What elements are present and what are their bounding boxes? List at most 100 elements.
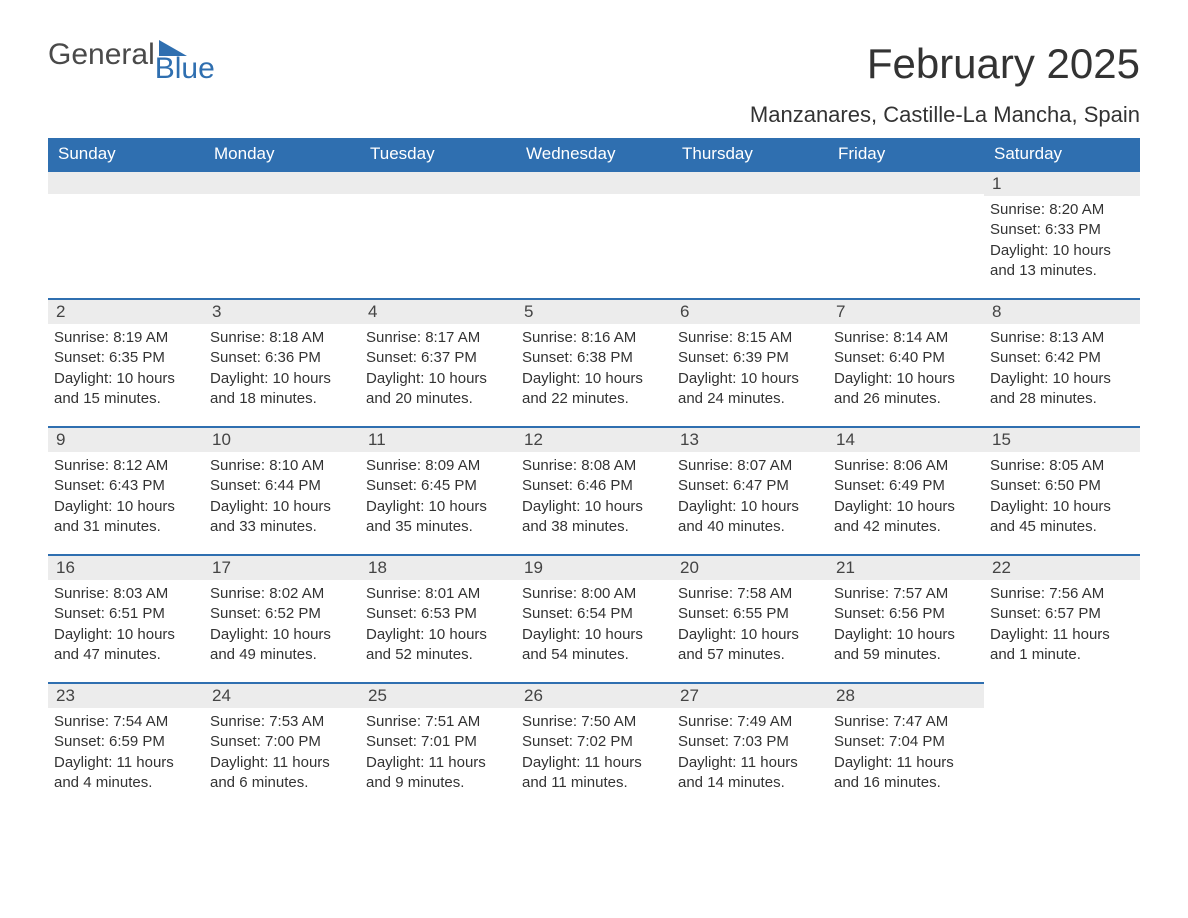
day-daylight: Daylight: 10 hours and 22 minutes. <box>522 369 664 410</box>
day-body: Sunrise: 8:16 AMSunset: 6:38 PMDaylight:… <box>516 324 672 409</box>
calendar-day: 13Sunrise: 8:07 AMSunset: 6:47 PMDayligh… <box>672 426 828 554</box>
calendar-day: 19Sunrise: 8:00 AMSunset: 6:54 PMDayligh… <box>516 554 672 682</box>
weekday-header: Monday <box>204 138 360 170</box>
location-subtitle: Manzanares, Castille-La Mancha, Spain <box>750 102 1140 128</box>
title-block: February 2025 Manzanares, Castille-La Ma… <box>750 40 1140 128</box>
calendar-day: 24Sunrise: 7:53 AMSunset: 7:00 PMDayligh… <box>204 682 360 810</box>
calendar-day: 23Sunrise: 7:54 AMSunset: 6:59 PMDayligh… <box>48 682 204 810</box>
day-body: Sunrise: 7:54 AMSunset: 6:59 PMDaylight:… <box>48 708 204 793</box>
day-daylight: Daylight: 11 hours and 9 minutes. <box>366 753 508 794</box>
day-body: Sunrise: 8:05 AMSunset: 6:50 PMDaylight:… <box>984 452 1140 537</box>
day-number-row: 19 <box>516 554 672 580</box>
day-daylight: Daylight: 10 hours and 59 minutes. <box>834 625 976 666</box>
day-body: Sunrise: 8:12 AMSunset: 6:43 PMDaylight:… <box>48 452 204 537</box>
day-body: Sunrise: 8:19 AMSunset: 6:35 PMDaylight:… <box>48 324 204 409</box>
day-sunset: Sunset: 6:47 PM <box>678 476 820 496</box>
day-number-row <box>828 170 984 194</box>
day-body: Sunrise: 8:10 AMSunset: 6:44 PMDaylight:… <box>204 452 360 537</box>
day-sunrise: Sunrise: 8:08 AM <box>522 456 664 476</box>
weekday-header: Tuesday <box>360 138 516 170</box>
calendar-day: 20Sunrise: 7:58 AMSunset: 6:55 PMDayligh… <box>672 554 828 682</box>
day-daylight: Daylight: 10 hours and 49 minutes. <box>210 625 352 666</box>
day-body: Sunrise: 7:57 AMSunset: 6:56 PMDaylight:… <box>828 580 984 665</box>
day-number-row: 5 <box>516 298 672 324</box>
day-number-row: 2 <box>48 298 204 324</box>
calendar-day-empty <box>828 170 984 298</box>
day-daylight: Daylight: 11 hours and 16 minutes. <box>834 753 976 794</box>
day-daylight: Daylight: 11 hours and 6 minutes. <box>210 753 352 794</box>
day-number-row: 9 <box>48 426 204 452</box>
day-body: Sunrise: 7:49 AMSunset: 7:03 PMDaylight:… <box>672 708 828 793</box>
calendar-day: 27Sunrise: 7:49 AMSunset: 7:03 PMDayligh… <box>672 682 828 810</box>
day-sunrise: Sunrise: 7:47 AM <box>834 712 976 732</box>
day-daylight: Daylight: 10 hours and 20 minutes. <box>366 369 508 410</box>
day-number-row: 11 <box>360 426 516 452</box>
day-number-row: 20 <box>672 554 828 580</box>
day-sunrise: Sunrise: 7:51 AM <box>366 712 508 732</box>
day-number-row: 3 <box>204 298 360 324</box>
day-sunrise: Sunrise: 8:00 AM <box>522 584 664 604</box>
logo-word-blue: Blue <box>155 52 215 86</box>
day-daylight: Daylight: 11 hours and 14 minutes. <box>678 753 820 794</box>
calendar-day: 3Sunrise: 8:18 AMSunset: 6:36 PMDaylight… <box>204 298 360 426</box>
day-sunset: Sunset: 7:00 PM <box>210 732 352 752</box>
day-body: Sunrise: 8:14 AMSunset: 6:40 PMDaylight:… <box>828 324 984 409</box>
calendar-week: 9Sunrise: 8:12 AMSunset: 6:43 PMDaylight… <box>48 426 1140 554</box>
calendar-week: 2Sunrise: 8:19 AMSunset: 6:35 PMDaylight… <box>48 298 1140 426</box>
day-sunrise: Sunrise: 8:01 AM <box>366 584 508 604</box>
day-sunset: Sunset: 6:42 PM <box>990 348 1132 368</box>
calendar-head: SundayMondayTuesdayWednesdayThursdayFrid… <box>48 138 1140 170</box>
day-sunset: Sunset: 6:44 PM <box>210 476 352 496</box>
calendar-day: 5Sunrise: 8:16 AMSunset: 6:38 PMDaylight… <box>516 298 672 426</box>
weekday-header: Sunday <box>48 138 204 170</box>
weekday-header: Saturday <box>984 138 1140 170</box>
day-number-row <box>672 170 828 194</box>
day-sunrise: Sunrise: 8:17 AM <box>366 328 508 348</box>
day-daylight: Daylight: 10 hours and 28 minutes. <box>990 369 1132 410</box>
day-body: Sunrise: 7:58 AMSunset: 6:55 PMDaylight:… <box>672 580 828 665</box>
day-body: Sunrise: 8:18 AMSunset: 6:36 PMDaylight:… <box>204 324 360 409</box>
day-sunrise: Sunrise: 8:13 AM <box>990 328 1132 348</box>
day-number-row: 26 <box>516 682 672 708</box>
calendar-day: 26Sunrise: 7:50 AMSunset: 7:02 PMDayligh… <box>516 682 672 810</box>
day-daylight: Daylight: 10 hours and 15 minutes. <box>54 369 196 410</box>
day-sunset: Sunset: 6:33 PM <box>990 220 1132 240</box>
day-sunset: Sunset: 7:02 PM <box>522 732 664 752</box>
day-sunset: Sunset: 7:03 PM <box>678 732 820 752</box>
day-body: Sunrise: 8:02 AMSunset: 6:52 PMDaylight:… <box>204 580 360 665</box>
calendar-day: 10Sunrise: 8:10 AMSunset: 6:44 PMDayligh… <box>204 426 360 554</box>
day-sunset: Sunset: 6:59 PM <box>54 732 196 752</box>
day-number-row: 18 <box>360 554 516 580</box>
calendar-day: 21Sunrise: 7:57 AMSunset: 6:56 PMDayligh… <box>828 554 984 682</box>
day-sunset: Sunset: 6:55 PM <box>678 604 820 624</box>
calendar-day: 8 Sunrise: 8:13 AMSunset: 6:42 PMDaylight… <box>984 298 1140 426</box>
day-number-row: 23 <box>48 682 204 708</box>
calendar-week: 23Sunrise: 7:54 AMSunset: 6:59 PMDayligh… <box>48 682 1140 810</box>
day-number-row: 8 <box>984 298 1140 324</box>
calendar-day-empty <box>360 170 516 298</box>
day-sunset: Sunset: 6:37 PM <box>366 348 508 368</box>
day-daylight: Daylight: 11 hours and 11 minutes. <box>522 753 664 794</box>
day-sunrise: Sunrise: 7:56 AM <box>990 584 1132 604</box>
day-sunset: Sunset: 6:52 PM <box>210 604 352 624</box>
day-body: Sunrise: 7:47 AMSunset: 7:04 PMDaylight:… <box>828 708 984 793</box>
calendar-day: 18Sunrise: 8:01 AMSunset: 6:53 PMDayligh… <box>360 554 516 682</box>
calendar-day: 16Sunrise: 8:03 AMSunset: 6:51 PMDayligh… <box>48 554 204 682</box>
day-daylight: Daylight: 10 hours and 47 minutes. <box>54 625 196 666</box>
day-body: Sunrise: 8:20 AMSunset: 6:33 PMDaylight:… <box>984 196 1140 281</box>
day-daylight: Daylight: 10 hours and 38 minutes. <box>522 497 664 538</box>
day-number-row <box>516 170 672 194</box>
day-daylight: Daylight: 10 hours and 33 minutes. <box>210 497 352 538</box>
day-number-row: 16 <box>48 554 204 580</box>
weekday-row: SundayMondayTuesdayWednesdayThursdayFrid… <box>48 138 1140 170</box>
day-sunset: Sunset: 6:57 PM <box>990 604 1132 624</box>
day-body: Sunrise: 8:03 AMSunset: 6:51 PMDaylight:… <box>48 580 204 665</box>
calendar-day-empty <box>516 170 672 298</box>
day-sunset: Sunset: 6:49 PM <box>834 476 976 496</box>
calendar-day-empty <box>984 682 1140 810</box>
day-sunrise: Sunrise: 8:16 AM <box>522 328 664 348</box>
day-sunrise: Sunrise: 8:12 AM <box>54 456 196 476</box>
day-sunset: Sunset: 6:39 PM <box>678 348 820 368</box>
day-number-row: 7 <box>828 298 984 324</box>
calendar-day: 6Sunrise: 8:15 AMSunset: 6:39 PMDaylight… <box>672 298 828 426</box>
